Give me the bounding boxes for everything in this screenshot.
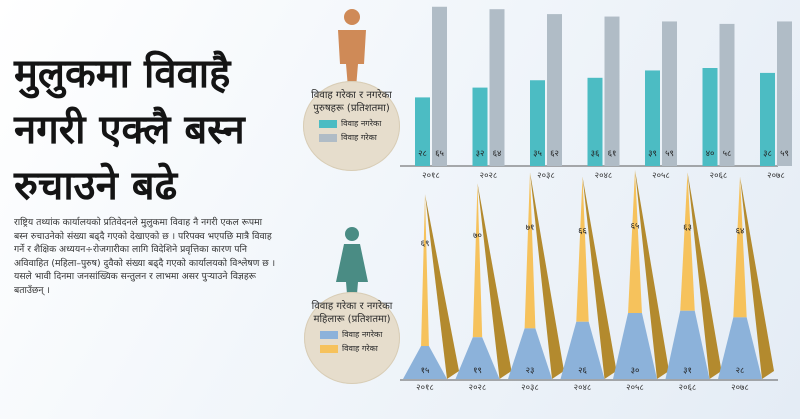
x-tick-label: २०२८ xyxy=(469,383,487,393)
x-tick-label: २०६८ xyxy=(679,383,697,393)
bar-married-men xyxy=(432,6,447,166)
bar-unmarried-men xyxy=(645,70,660,166)
pyramid-married-women xyxy=(524,172,536,329)
pyramid-unmarried-women xyxy=(403,346,447,379)
x-tick-label: २०३८ xyxy=(521,383,539,393)
data-label-unmarried-women: १९ xyxy=(473,366,482,376)
women-legend-title: विवाह गरेका र नगरेका महिलारू (प्रतिशतमा) xyxy=(311,301,393,325)
data-label-unmarried-men: ४० xyxy=(706,149,715,159)
x-tick-label: २०१८ xyxy=(416,383,434,393)
legend-label: विवाह गरेका xyxy=(342,344,378,353)
bar-unmarried-men xyxy=(415,97,430,166)
data-label-married-men: ५८ xyxy=(723,149,732,159)
bar-unmarried-men xyxy=(530,80,545,166)
data-label-unmarried-men: ३६ xyxy=(591,149,600,159)
data-label-unmarried-men: ३९ xyxy=(648,149,657,159)
pyramid-unmarried-women xyxy=(613,313,657,379)
legend-swatch xyxy=(320,330,338,339)
data-label-married-men: ६२ xyxy=(550,149,559,159)
x-tick-label: २०७८ xyxy=(767,171,785,181)
bar-married-men xyxy=(489,9,505,167)
x-tick-label: २०४८ xyxy=(574,383,592,393)
bar-married-men xyxy=(604,16,620,166)
pyramid-side-face xyxy=(425,194,459,379)
bar-unmarried-men xyxy=(760,72,775,166)
men-legend-title: विवाह गरेका र नगरेका पुरुषहरू (प्रतिशतमा… xyxy=(311,90,392,114)
data-label-married-women: ७० xyxy=(473,231,482,241)
pyramid-side-face xyxy=(635,170,669,379)
pyramid-married-women xyxy=(733,176,747,318)
pyramid-married-women xyxy=(628,170,642,313)
data-label-married-women: ६६ xyxy=(578,226,587,236)
data-label-unmarried-women: ३० xyxy=(631,366,640,376)
pyramid-unmarried-women xyxy=(718,317,762,379)
pyramid-married-women xyxy=(576,176,589,322)
x-tick-label: २०२८ xyxy=(480,171,498,181)
man-icon xyxy=(338,9,366,88)
bar-unmarried-men xyxy=(472,87,488,166)
woman-icon xyxy=(336,227,368,306)
data-label-married-men: ५९ xyxy=(780,149,789,159)
x-tick-label: २०५८ xyxy=(652,171,670,181)
legend-swatch xyxy=(319,133,337,142)
data-label-unmarried-men: २८ xyxy=(418,149,427,159)
legend-swatch xyxy=(320,344,338,353)
men-legend: विवाह गरेका र नगरेका पुरुषहरू (प्रतिशतमा… xyxy=(303,81,400,171)
pyramid-side-face xyxy=(477,183,512,379)
data-label-unmarried-women: ३१ xyxy=(683,366,692,376)
pyramid-married-women xyxy=(680,172,695,311)
data-label-unmarried-men: ३८ xyxy=(763,149,772,159)
data-label-unmarried-women: २३ xyxy=(526,366,535,376)
bar-unmarried-men xyxy=(587,77,603,166)
data-label-married-women: ६५ xyxy=(631,222,640,232)
pyramid-unmarried-women xyxy=(508,328,552,379)
data-label-married-women: ६३ xyxy=(683,223,692,233)
page-title: मुलुकमा विवाहै नगरी एक्लै बस्न रुचाउने ब… xyxy=(14,51,245,209)
x-tick-label: २०३८ xyxy=(537,171,555,181)
data-label-unmarried-women: २६ xyxy=(578,366,587,376)
pyramid-unmarried-women xyxy=(455,337,500,379)
data-label-married-women: ७१ xyxy=(526,223,535,233)
x-tick-label: २०७८ xyxy=(731,383,749,393)
men-legend-item-married: विवाह गरेका xyxy=(303,132,400,143)
pyramid-married-women xyxy=(472,183,483,338)
bar-married-men xyxy=(777,21,792,167)
x-tick-label: २०६८ xyxy=(710,171,728,181)
women-legend-item-married: विवाह गरेका xyxy=(304,343,400,354)
women-legend: विवाह गरेका र नगरेका महिलारू (प्रतिशतमा)… xyxy=(304,292,400,384)
pyramid-unmarried-women xyxy=(665,310,710,379)
legend-label: विवाह नगरेका xyxy=(341,119,382,128)
data-label-married-men: ६५ xyxy=(435,149,444,159)
data-label-unmarried-men: ३५ xyxy=(533,149,542,159)
pyramid-side-face xyxy=(687,172,722,379)
data-label-unmarried-men: ३२ xyxy=(476,149,485,159)
pyramid-married-women xyxy=(421,194,429,346)
data-label-married-women: ६९ xyxy=(421,239,430,249)
data-label-unmarried-women: १५ xyxy=(421,366,430,376)
pyramid-side-face xyxy=(582,176,617,379)
data-label-unmarried-women: २८ xyxy=(736,366,745,376)
x-tick-label: २०१८ xyxy=(422,171,440,181)
legend-label: विवाह गरेका xyxy=(341,133,377,142)
bar-married-men xyxy=(719,23,735,167)
data-label-married-men: ६१ xyxy=(608,149,617,159)
legend-label: विवाह नगरेका xyxy=(342,330,383,339)
bar-unmarried-men xyxy=(702,68,718,166)
pyramid-side-face xyxy=(530,172,564,379)
x-tick-label: २०५८ xyxy=(626,383,644,393)
men-legend-item-unmarried: विवाह नगरेका xyxy=(303,118,400,129)
bar-married-men xyxy=(547,14,562,166)
women-legend-item-unmarried: विवाह नगरेका xyxy=(304,329,400,340)
pyramid-side-face xyxy=(740,176,774,379)
data-label-married-men: ६४ xyxy=(493,149,502,159)
x-tick-label: २०४८ xyxy=(595,171,613,181)
legend-swatch xyxy=(319,119,337,128)
data-label-married-men: ५९ xyxy=(665,149,674,159)
pyramid-unmarried-women xyxy=(560,321,605,379)
data-label-married-women: ६४ xyxy=(736,226,745,236)
bar-married-men xyxy=(662,21,677,167)
description-text: राष्ट्रिय तथ्यांक कार्यालयको प्रतिवेदनले… xyxy=(14,217,276,296)
